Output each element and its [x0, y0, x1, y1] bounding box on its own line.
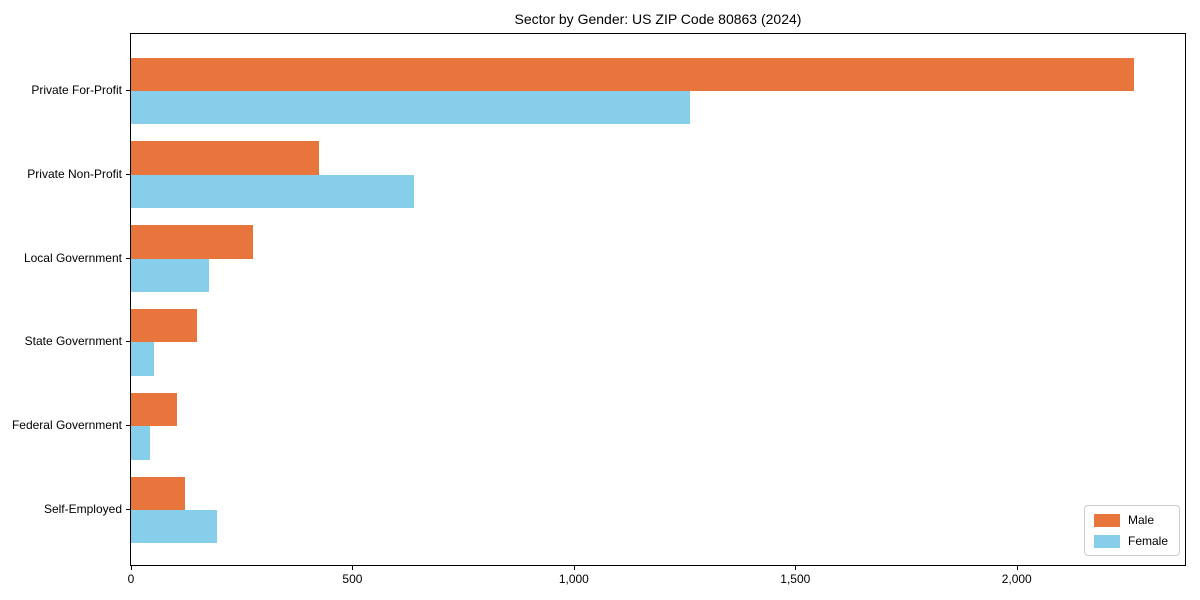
x-axis-tick	[1016, 566, 1018, 570]
x-axis-tick	[131, 566, 132, 570]
x-axis-tick-label: 0	[127, 572, 135, 586]
y-axis-tick	[126, 341, 130, 343]
legend-item-female: Female	[1093, 534, 1168, 548]
y-axis-label-state-government: State Government	[24, 334, 122, 349]
y-axis-tick	[126, 90, 130, 91]
x-axis-tick	[573, 566, 575, 570]
female-bar-private-non-profit	[131, 174, 414, 209]
x-axis-tick	[795, 566, 797, 570]
y-axis-label-private-non-profit: Private Non-Profit	[27, 166, 122, 181]
male-bar-self-employed	[131, 476, 186, 510]
y-axis-label-local-government: Local Government	[23, 250, 122, 265]
y-axis-label-federal-government: Federal Government	[11, 418, 122, 433]
legend: Male Female	[1083, 505, 1180, 556]
female-bar-federal-government	[131, 426, 151, 460]
male-bar-local-government	[131, 225, 254, 259]
x-axis-tick	[352, 566, 354, 570]
chart-title: Sector by Gender: US ZIP Code 80863 (202…	[514, 11, 802, 27]
male-bar-state-government	[131, 309, 198, 343]
female-bar-self-employed	[131, 510, 217, 544]
male-bar-private-non-profit	[131, 141, 319, 175]
plot-area: Male Female	[130, 33, 1186, 566]
y-axis-tick	[126, 425, 130, 427]
x-axis-tick-label: 500	[342, 572, 363, 586]
x-axis-tick-label: 2,000	[1001, 572, 1032, 586]
y-axis-label-private-for-profit: Private For-Profit	[31, 83, 122, 97]
legend-item-male: Male	[1093, 513, 1168, 527]
female-bar-local-government	[131, 258, 210, 292]
female-bar-state-government	[131, 342, 154, 376]
legend-swatch-male	[1093, 513, 1120, 527]
x-axis-tick-label: 1,000	[558, 572, 589, 586]
legend-label-male: Male	[1127, 513, 1154, 527]
male-bar-federal-government	[131, 392, 178, 427]
male-bar-private-for-profit	[131, 57, 1135, 91]
legend-label-female: Female	[1127, 534, 1168, 548]
y-axis-tick	[126, 509, 130, 510]
y-axis-label-self-employed: Self-Employed	[43, 502, 122, 516]
female-bar-private-for-profit	[131, 91, 691, 125]
y-axis-tick	[126, 173, 130, 175]
x-axis-tick-label: 1,500	[780, 572, 811, 586]
legend-swatch-female	[1093, 534, 1120, 548]
y-axis-tick	[126, 257, 130, 259]
